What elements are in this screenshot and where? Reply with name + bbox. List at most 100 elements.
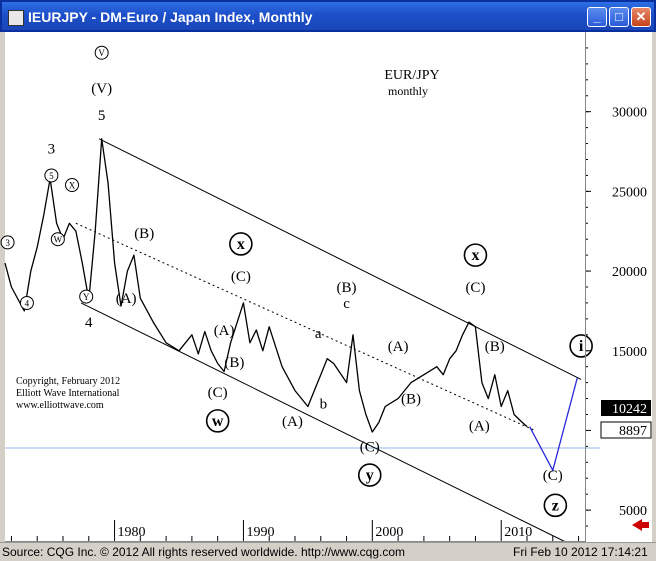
price-series-line: [4, 138, 528, 433]
chart-title: EUR/JPY: [384, 68, 439, 83]
wave-label-text: V: [98, 48, 105, 58]
plot-area[interactable]: [5, 32, 585, 542]
wave-label-text: z: [552, 497, 559, 514]
wave-label-text: (A): [214, 323, 235, 339]
wave-label-text: (V): [91, 81, 112, 97]
x-tick-label: 1980: [118, 525, 146, 540]
wave-label-circle: [65, 178, 80, 192]
wave-label-text: (A): [388, 339, 409, 355]
wave-label: (V): [91, 81, 112, 97]
window-title: IEURJPY - DM-Euro / Japan Index, Monthly: [28, 9, 313, 25]
last-price-label: 10242: [601, 400, 651, 417]
wave-label-text: x: [237, 236, 245, 253]
app-icon: [8, 10, 24, 26]
wave-label: z: [543, 493, 568, 518]
wave-label-text: i: [579, 338, 584, 355]
x-tick-label: 2000: [375, 525, 403, 540]
wave-label-text: X: [69, 181, 76, 191]
wave-label-text: w: [212, 413, 224, 430]
close-icon: ✕: [635, 9, 647, 24]
wave-label: (C): [360, 439, 380, 455]
wave-label: W: [50, 232, 65, 247]
wave-label-circle: [569, 334, 593, 358]
wave-label-text: b: [320, 396, 328, 412]
wave-label: (B): [485, 339, 505, 355]
wave-label: a: [315, 326, 322, 342]
wave-label: c: [343, 296, 350, 312]
wave-label-text: (A): [282, 414, 303, 430]
wave-label: (A): [469, 419, 490, 435]
wave-label-text: x: [471, 247, 479, 264]
wave-label-circle: [19, 295, 34, 310]
wave-label: (B): [224, 355, 244, 371]
wave-label: w: [205, 409, 230, 433]
timestamp-text: Fri Feb 10 2012 17:14:21: [513, 545, 648, 559]
y-tick-label: 20000: [612, 265, 647, 280]
wave-label-text: a: [315, 326, 322, 342]
price-axis-panel[interactable]: [585, 32, 652, 542]
close-button[interactable]: ✕: [631, 7, 651, 27]
wave-label-text: y: [366, 467, 374, 484]
wave-label-circle: [50, 232, 65, 247]
source-text: Source: CQG Inc. © 2012 All rights reser…: [2, 545, 406, 559]
wave-label: 3: [0, 235, 15, 250]
wave-label-text: (A): [116, 291, 137, 307]
wave-label: (B): [134, 226, 154, 242]
wave-label-text: 5: [98, 108, 106, 124]
chart-subtitle: monthly: [388, 84, 428, 98]
channel-line-lower: [80, 302, 566, 543]
wave-label: b: [320, 396, 328, 412]
wave-label: x: [229, 232, 253, 256]
wave-label-text: 4: [85, 315, 93, 331]
scroll-left-arrow-icon[interactable]: [632, 519, 649, 531]
wave-label-circle: [543, 493, 568, 518]
x-tick-label: 1990: [246, 525, 274, 540]
wave-label-text: (B): [224, 355, 244, 371]
wave-label-text: (B): [337, 280, 357, 296]
y-tick-label: 25000: [612, 185, 647, 200]
wave-label: (C): [543, 468, 563, 484]
wave-label: V: [94, 45, 109, 60]
maximize-icon: □: [615, 9, 623, 24]
wave-label-text: (C): [543, 468, 563, 484]
title-bar: IEURJPY - DM-Euro / Japan Index, Monthly…: [0, 0, 656, 32]
wave-label-circle: [205, 409, 230, 433]
wave-label-circle: [44, 168, 59, 183]
ref-price-value: 8897: [619, 424, 647, 439]
projection-path: [529, 377, 578, 473]
channel-line-middle: [75, 222, 535, 431]
wave-label-text: 5: [49, 171, 54, 181]
maximize-button[interactable]: □: [609, 7, 629, 27]
wave-label: 5: [44, 168, 59, 183]
y-tick-label: 5000: [619, 504, 647, 519]
wave-label: 3: [48, 141, 56, 157]
minimize-button[interactable]: _: [587, 7, 607, 27]
wave-label: (A): [282, 414, 303, 430]
status-bar: Source: CQG Inc. © 2012 All rights reser…: [0, 542, 656, 561]
wave-label: (C): [231, 269, 251, 285]
wave-label-text: (A): [469, 419, 490, 435]
wave-label: (B): [337, 280, 357, 296]
wave-label: (A): [214, 323, 235, 339]
wave-label-circle: [229, 232, 253, 256]
wave-label: (C): [208, 385, 228, 401]
copyright-line-1: Copyright, February 2012: [16, 376, 120, 387]
wave-label-text: W: [54, 235, 63, 245]
y-tick-label: 15000: [612, 345, 647, 360]
wave-label: (A): [388, 339, 409, 355]
wave-label-text: (C): [208, 385, 228, 401]
x-tick-label: 2010: [504, 525, 532, 540]
y-tick-label: 30000: [612, 106, 647, 121]
wave-label-text: (B): [485, 339, 505, 355]
wave-label-circle: [463, 243, 488, 267]
wave-label: (C): [465, 280, 485, 296]
wave-label-text: (B): [401, 392, 421, 408]
wave-label: (B): [401, 392, 421, 408]
wave-label: X: [65, 178, 80, 192]
wave-label: 4: [19, 295, 34, 310]
wave-label-circle: [79, 289, 94, 304]
channel-line-upper: [98, 138, 582, 380]
wave-label-text: (C): [465, 280, 485, 296]
wave-label: y: [357, 463, 382, 487]
wave-label-text: (B): [134, 226, 154, 242]
